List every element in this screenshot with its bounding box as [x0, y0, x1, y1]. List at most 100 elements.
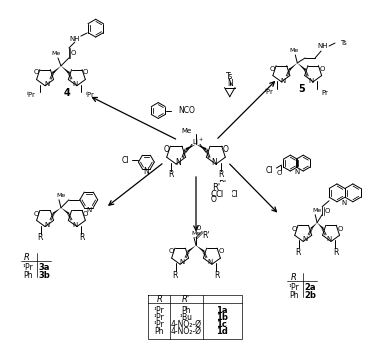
Text: N: N [227, 79, 232, 88]
Polygon shape [61, 66, 69, 74]
Text: O: O [292, 225, 297, 232]
Text: R: R [218, 171, 223, 179]
Polygon shape [317, 223, 324, 229]
Text: $^i$Pr: $^i$Pr [26, 90, 37, 101]
Text: NCO: NCO [178, 106, 195, 115]
Text: 2b: 2b [304, 290, 316, 299]
Text: R': R' [182, 295, 190, 304]
Text: O: O [70, 50, 76, 56]
Text: Ts: Ts [226, 72, 234, 81]
Text: 4-NO₂-Ø: 4-NO₂-Ø [171, 327, 201, 336]
Text: O: O [319, 66, 325, 72]
Text: R: R [169, 171, 174, 179]
Text: 4-NO₂-Ø: 4-NO₂-Ø [171, 320, 201, 329]
Text: R': R' [202, 231, 210, 240]
Text: O: O [83, 211, 89, 217]
Text: O: O [163, 145, 169, 154]
Text: O: O [223, 145, 229, 154]
Text: Cl: Cl [204, 194, 211, 203]
Text: 1d: 1d [216, 327, 228, 336]
Text: $\rm C$: $\rm C$ [209, 197, 216, 208]
Polygon shape [53, 208, 61, 215]
Text: R: R [37, 233, 43, 242]
Polygon shape [61, 208, 69, 215]
Text: Ph: Ph [181, 306, 191, 315]
Text: Me: Me [290, 49, 299, 53]
Text: R'ᶜ: R'ᶜ [204, 187, 214, 196]
Text: ¹Bu: ¹Bu [180, 313, 192, 322]
Text: R': R' [216, 190, 223, 198]
Text: N: N [327, 237, 332, 243]
Text: N: N [207, 259, 212, 265]
Text: R': R' [212, 183, 220, 192]
Polygon shape [185, 144, 196, 150]
Text: Me: Me [182, 128, 192, 134]
Polygon shape [289, 63, 297, 70]
Text: 5: 5 [298, 84, 305, 94]
Text: ¹Pr: ¹Pr [154, 320, 165, 329]
Text: R: R [79, 233, 85, 242]
Text: Cl: Cl [216, 190, 224, 199]
Text: O: O [209, 206, 214, 212]
Polygon shape [196, 144, 207, 150]
Text: 2a: 2a [305, 283, 316, 292]
Text: Me: Me [312, 208, 322, 213]
Text: Me: Me [56, 193, 65, 198]
Text: N: N [180, 259, 185, 265]
Text: Cl: Cl [231, 190, 238, 199]
Text: O: O [33, 69, 39, 75]
Text: O: O [33, 211, 39, 217]
Text: $^i$Pr: $^i$Pr [85, 90, 96, 101]
Polygon shape [310, 223, 317, 229]
Text: R: R [296, 248, 301, 257]
Text: Pr: Pr [321, 90, 328, 96]
Text: R: R [156, 295, 162, 304]
Text: O: O [337, 225, 343, 232]
Text: ¹Pr: ¹Pr [154, 313, 165, 322]
Text: N: N [175, 158, 181, 166]
Text: Cl: Cl [122, 156, 129, 165]
Text: C: C [221, 190, 227, 199]
Text: R': R' [212, 192, 220, 201]
FancyBboxPatch shape [202, 182, 232, 212]
Text: R': R' [204, 185, 213, 194]
Text: N: N [72, 81, 78, 87]
Text: O: O [211, 195, 217, 204]
Text: Ph: Ph [24, 271, 33, 280]
Text: R': R' [214, 183, 221, 191]
Text: Cl: Cl [215, 198, 222, 207]
Text: Li$^+$: Li$^+$ [192, 137, 204, 147]
Text: N: N [309, 78, 314, 84]
Text: N: N [303, 237, 308, 243]
Text: NH: NH [318, 43, 328, 49]
Text: $^i$Pr: $^i$Pr [264, 87, 274, 98]
Text: 3b: 3b [38, 271, 50, 280]
Text: R: R [214, 271, 220, 280]
Text: N: N [44, 222, 50, 228]
Text: $\rm \hat{C}$: $\rm \hat{C}$ [212, 192, 219, 206]
Text: N: N [295, 169, 300, 175]
Text: 4: 4 [64, 88, 70, 98]
Text: 1b: 1b [216, 313, 228, 322]
Polygon shape [53, 66, 61, 74]
Polygon shape [196, 245, 205, 252]
Text: Ph: Ph [290, 290, 299, 299]
Text: N: N [44, 81, 50, 87]
Text: N: N [143, 166, 149, 176]
Text: NH: NH [70, 36, 80, 42]
Text: R: R [24, 253, 30, 262]
Text: ¹Pr: ¹Pr [154, 306, 165, 315]
Text: R: R [333, 248, 339, 257]
Text: O: O [270, 66, 275, 72]
Text: O: O [169, 248, 174, 254]
Text: O: O [195, 224, 201, 231]
Text: Ph: Ph [154, 327, 164, 336]
Text: Cl: Cl [266, 165, 273, 174]
Text: R: R [290, 273, 296, 282]
Polygon shape [187, 245, 196, 252]
Text: Ts: Ts [340, 40, 347, 46]
Text: O: O [218, 248, 223, 254]
Text: R': R' [204, 191, 213, 200]
Text: N: N [211, 158, 217, 166]
Polygon shape [297, 63, 306, 70]
